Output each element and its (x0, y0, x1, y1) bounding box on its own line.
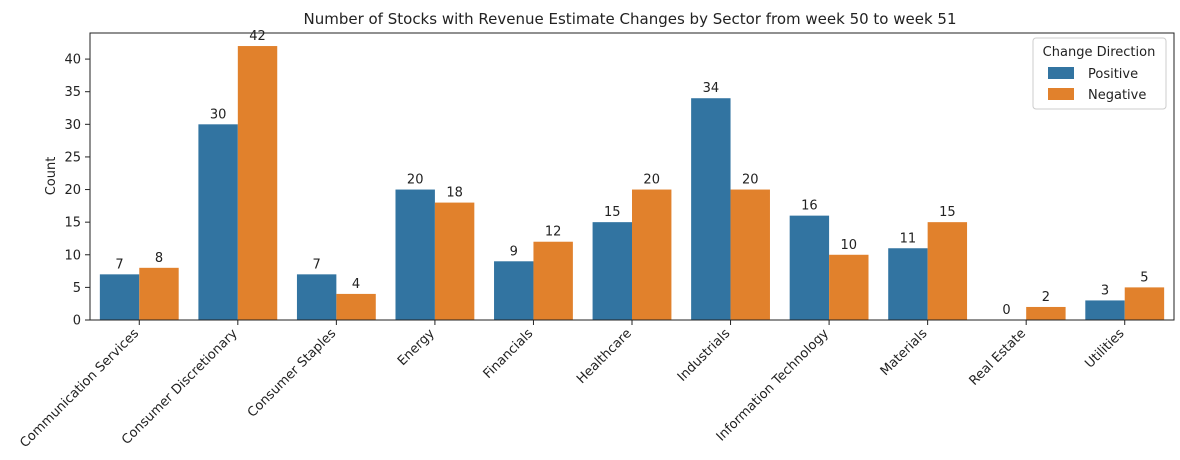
data-label-healthcare-negative: 20 (643, 173, 660, 188)
data-label-industrials-positive: 34 (703, 81, 720, 96)
data-label-utilities-negative: 5 (1140, 270, 1148, 285)
bar-utilities-negative (1124, 287, 1165, 320)
data-label-information-technology-negative: 10 (841, 238, 858, 253)
y-tick-label-15: 15 (64, 216, 81, 231)
data-label-energy-positive: 20 (407, 173, 424, 188)
x-tick-label-utilities: Utilities (1082, 326, 1127, 371)
legend-title: Change Direction (1043, 45, 1156, 60)
legend: Change Direction Positive Negative (1032, 37, 1167, 110)
y-axis-label: Count (44, 157, 59, 196)
bar-industrials-positive (691, 98, 731, 321)
y-tick-label-20: 20 (64, 183, 81, 198)
data-label-communication-services-positive: 7 (115, 257, 123, 272)
bar-energy-negative (434, 202, 475, 320)
data-labels-group: 7 8 30 42 7 4 20 18 9 12 15 20 34 20 16 10 11 15 0 2 3 5 (115, 29, 1148, 318)
bar-healthcare-negative (632, 189, 672, 320)
data-label-consumer-staples-negative: 4 (352, 277, 360, 292)
data-label-financials-negative: 12 (545, 225, 562, 240)
x-tick-label-financials: Financials (481, 326, 537, 382)
x-tick-label-industrials: Industrials (675, 326, 734, 385)
bar-information-technology-positive (789, 215, 830, 320)
bar-communication-services-positive (99, 274, 140, 320)
x-tick-label-information-technology: Information Technology (714, 326, 832, 444)
legend-label-negative: Negative (1088, 88, 1146, 103)
y-tick-label-0: 0 (73, 314, 81, 329)
y-tick-label-5: 5 (73, 281, 81, 296)
y-tick-label-10: 10 (64, 248, 81, 263)
data-label-materials-negative: 15 (939, 205, 956, 220)
legend-swatch-positive (1048, 67, 1074, 79)
bar-consumer-staples-positive (296, 274, 337, 320)
data-label-energy-negative: 18 (446, 186, 463, 201)
x-tick-label-energy: Energy (395, 326, 438, 369)
x-tick-label-materials: Materials (878, 326, 931, 379)
data-label-real-estate-positive: 0 (1002, 303, 1010, 318)
x-tick-label-consumer-staples: Consumer Staples (245, 326, 339, 420)
bar-consumer-staples-negative (336, 293, 376, 320)
data-label-consumer-discretionary-negative: 42 (249, 29, 266, 44)
chart-title: Number of Stocks with Revenue Estimate C… (303, 10, 956, 28)
data-label-utilities-positive: 3 (1101, 283, 1109, 298)
bar-real-estate-negative (1026, 306, 1066, 320)
data-label-financials-positive: 9 (510, 244, 518, 259)
y-tick-label-40: 40 (64, 53, 81, 68)
bar-consumer-discretionary-positive (198, 124, 238, 321)
data-label-real-estate-negative: 2 (1042, 290, 1050, 305)
data-label-consumer-staples-positive: 7 (313, 257, 321, 272)
legend-swatch-negative (1048, 88, 1074, 100)
y-tick-label-35: 35 (64, 85, 81, 100)
bar-healthcare-positive (592, 222, 632, 320)
data-label-industrials-negative: 20 (742, 173, 759, 188)
bar-consumer-discretionary-negative (237, 46, 278, 320)
bar-industrials-negative (730, 189, 770, 320)
bar-materials-positive (888, 248, 928, 320)
bar-financials-negative (533, 241, 573, 320)
bar-utilities-positive (1085, 300, 1125, 320)
bar-financials-positive (494, 261, 534, 320)
x-tick-label-real-estate: Real Estate (967, 326, 1029, 388)
bars-group (99, 46, 1165, 321)
legend-label-positive: Positive (1088, 67, 1138, 82)
bar-materials-negative (927, 222, 968, 320)
data-label-information-technology-positive: 16 (801, 199, 818, 214)
y-tick-label-25: 25 (64, 150, 81, 165)
x-tick-label-consumer-discretionary: Consumer Discretionary (119, 326, 241, 448)
bar-information-technology-negative (829, 254, 869, 320)
data-label-communication-services-negative: 8 (155, 251, 163, 266)
data-label-materials-positive: 11 (900, 231, 917, 246)
y-tick-label-30: 30 (64, 118, 81, 133)
x-tick-label-healthcare: Healthcare (574, 326, 635, 387)
y-axis-ticks: 0 5 10 15 20 25 30 35 40 (64, 53, 90, 329)
data-label-healthcare-positive: 15 (604, 205, 621, 220)
plot-area-frame (89, 32, 1175, 321)
bar-energy-positive (395, 189, 435, 320)
data-label-consumer-discretionary-positive: 30 (210, 107, 227, 122)
bar-communication-services-negative (139, 267, 179, 320)
